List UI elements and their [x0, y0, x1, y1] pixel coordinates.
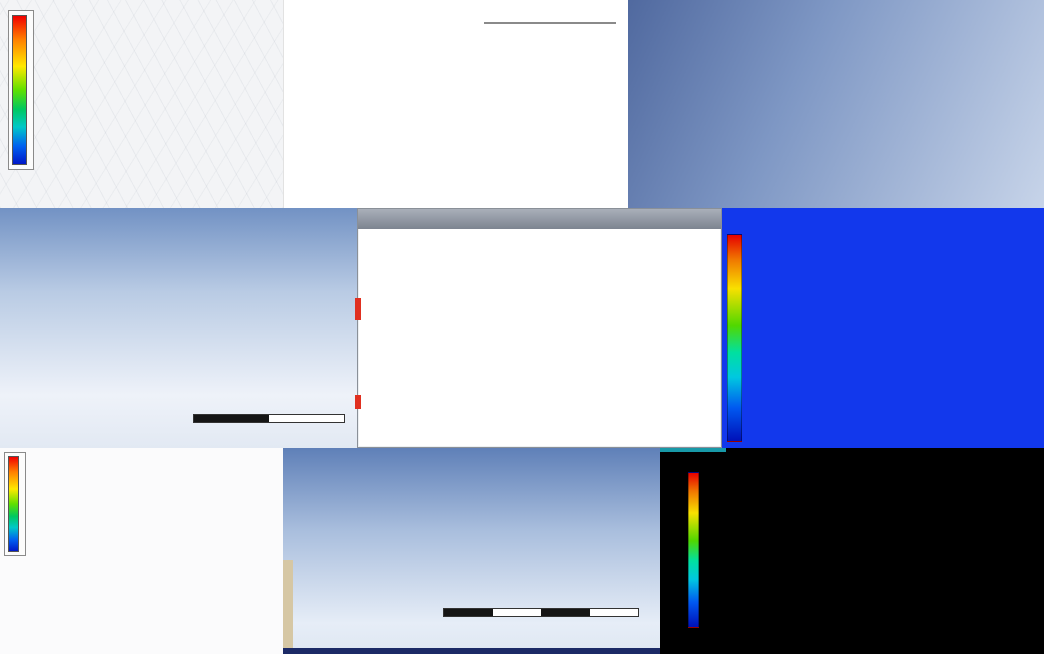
frequency-response-plots — [359, 229, 720, 446]
field-legend-body — [12, 15, 30, 167]
panel-cfd-velocity-contours — [722, 208, 1044, 448]
panel-maxwell-full-stator — [0, 448, 283, 654]
rotor-deformation-view — [628, 0, 1044, 208]
pathlines-view — [660, 448, 1044, 654]
rotor-deformation-view-2 — [0, 208, 357, 448]
chart-caption — [619, 1, 622, 10]
field-legend — [4, 452, 26, 556]
panel-maxwell-stator-segment — [0, 0, 283, 208]
edge-artifact — [660, 448, 726, 452]
scale-ruler — [193, 414, 345, 423]
window-content — [359, 229, 720, 446]
panel-harmonic-response-10000hz — [628, 0, 1044, 208]
scale-bar — [193, 414, 345, 423]
collage-artifact — [355, 298, 361, 320]
curve-info-legend — [484, 22, 616, 24]
panel-acoustic-pressure — [283, 448, 660, 654]
stator-3d-view — [0, 0, 283, 208]
panel-frequency-response-window — [357, 208, 722, 448]
velocity-colorbar — [727, 234, 742, 442]
colorbar — [12, 15, 27, 165]
stator-field-view — [0, 448, 283, 654]
panel-transient-current-chart — [283, 0, 628, 208]
panel-particle-pathlines — [660, 448, 1044, 654]
transient-plot — [284, 0, 628, 208]
field-legend-body — [8, 456, 22, 553]
field-legend — [8, 10, 34, 170]
colorbar — [8, 456, 19, 552]
window-title-bar — [358, 209, 721, 229]
cfd-contour-view — [722, 208, 1044, 448]
panel-harmonic-response-2000hz — [0, 208, 357, 448]
scale-quarter-labels — [443, 617, 639, 627]
bottom-strip — [283, 648, 660, 654]
scale-bar — [443, 608, 639, 627]
edge-artifact — [283, 560, 293, 654]
scale-ruler — [443, 608, 639, 617]
particle-colorbar — [688, 472, 699, 628]
collage-artifact — [355, 395, 361, 409]
